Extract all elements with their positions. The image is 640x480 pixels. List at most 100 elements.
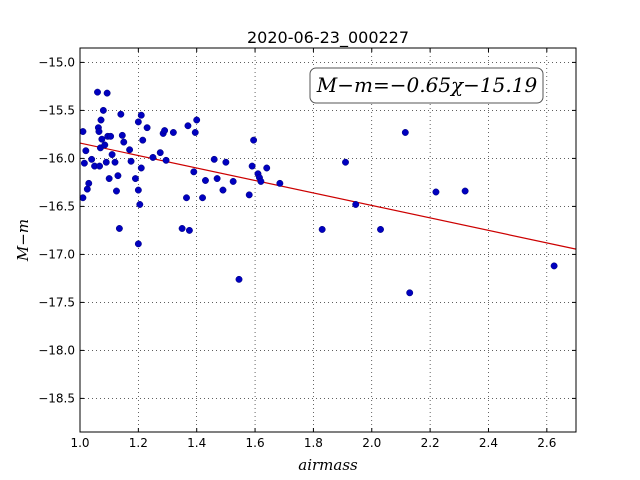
- data-point: [276, 179, 284, 187]
- x-tick-label: 2.6: [537, 436, 556, 450]
- data-point: [149, 153, 157, 161]
- data-point: [229, 177, 237, 185]
- data-point: [401, 129, 409, 136]
- data-point: [95, 128, 103, 135]
- data-point: [102, 158, 110, 166]
- data-point: [161, 127, 169, 135]
- data-point: [131, 175, 139, 183]
- data-point: [193, 116, 201, 124]
- data-point: [137, 164, 145, 172]
- data-point: [183, 194, 190, 202]
- data-point: [245, 191, 253, 199]
- data-point: [96, 162, 103, 170]
- data-point: [98, 135, 106, 143]
- x-tick-labels: 1.0 1.2 1.4 1.6 1.8 2.0 2.2 2.4 2.6: [70, 436, 556, 450]
- y-tick-label: −18.0: [38, 343, 75, 357]
- data-point: [213, 175, 221, 183]
- data-point: [406, 289, 414, 297]
- data-point: [105, 175, 113, 183]
- data-point: [210, 155, 218, 163]
- data-point: [185, 226, 193, 234]
- fit-equation-label: M−m=−0.65χ−15.19: [316, 73, 538, 97]
- data-point: [108, 151, 116, 159]
- data-point: [107, 132, 115, 140]
- fit-equation-box: [309, 67, 544, 104]
- data-point: [137, 111, 145, 119]
- x-tick-label: 1.8: [304, 436, 323, 450]
- data-point: [111, 158, 119, 166]
- data-point: [162, 156, 170, 164]
- data-point: [342, 158, 349, 166]
- x-tick-label: 2.2: [421, 436, 440, 450]
- data-point: [199, 194, 206, 202]
- x-axis-label: airmass: [298, 456, 358, 474]
- data-point: [114, 172, 122, 180]
- data-point: [461, 187, 469, 195]
- data-point: [117, 110, 125, 118]
- data-point: [83, 185, 91, 193]
- y-tick-label: −15.0: [38, 55, 75, 69]
- data-point: [82, 147, 90, 155]
- y-tick-label: −16.0: [38, 151, 75, 165]
- data-point: [80, 159, 88, 167]
- data-point: [88, 155, 96, 163]
- data-point: [169, 129, 177, 136]
- data-point: [118, 131, 126, 139]
- y-tick-label: −17.5: [38, 295, 75, 309]
- x-tick-label: 1.6: [246, 436, 265, 450]
- data-point: [79, 194, 87, 202]
- data-point: [113, 187, 120, 195]
- data-point: [184, 122, 192, 130]
- data-point: [143, 124, 151, 132]
- y-tick-label: −16.5: [38, 199, 75, 213]
- data-point: [127, 157, 135, 165]
- data-points: [79, 88, 558, 297]
- y-tick-label: −18.5: [38, 391, 75, 405]
- y-tick-label: −17.0: [38, 247, 75, 261]
- data-point: [115, 225, 123, 232]
- data-point: [190, 168, 198, 176]
- data-point: [101, 141, 109, 149]
- data-point: [178, 225, 186, 232]
- data-point: [432, 188, 440, 196]
- data-point: [235, 275, 243, 283]
- data-point: [99, 106, 107, 114]
- data-point: [126, 146, 134, 154]
- data-point: [134, 186, 142, 194]
- y-tick-label: −15.5: [38, 103, 75, 117]
- data-point: [219, 186, 227, 194]
- chart-title: 2020-06-23_000227: [247, 28, 409, 48]
- y-axis-label: M−m: [14, 219, 32, 262]
- data-point: [377, 225, 384, 233]
- data-point: [318, 225, 326, 233]
- data-point: [250, 136, 258, 144]
- x-tick-label: 1.4: [187, 436, 206, 450]
- data-point: [222, 158, 230, 166]
- x-tick-label: 1.2: [129, 436, 148, 450]
- data-point: [94, 88, 101, 96]
- data-point: [263, 164, 271, 172]
- x-tick-label: 2.4: [479, 436, 498, 450]
- x-tick-label: 2.0: [362, 436, 381, 450]
- data-point: [139, 136, 147, 144]
- data-point: [79, 128, 87, 135]
- y-tick-labels: −15.0 −15.5 −16.0 −16.5 −17.0 −17.5 −18.0 −18.5: [38, 55, 75, 405]
- data-point: [134, 118, 142, 126]
- data-point: [103, 89, 111, 97]
- data-point: [550, 262, 558, 270]
- x-tick-label: 1.0: [70, 436, 89, 450]
- data-point: [248, 162, 256, 170]
- data-point: [191, 129, 199, 136]
- data-point: [352, 201, 360, 208]
- plot-frame: [79, 47, 577, 433]
- data-point: [156, 149, 164, 157]
- data-point: [257, 177, 265, 185]
- grid: [79, 48, 576, 432]
- plot-area: [80, 48, 576, 432]
- data-point: [136, 201, 144, 208]
- data-point: [97, 116, 105, 124]
- data-point: [85, 179, 93, 187]
- data-point: [202, 177, 209, 184]
- data-point: [134, 240, 142, 248]
